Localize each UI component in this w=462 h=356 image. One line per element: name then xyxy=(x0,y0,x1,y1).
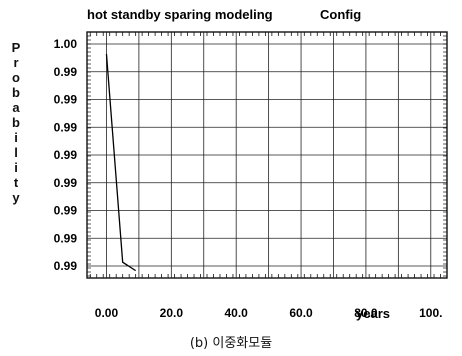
y-axis-label-letter: a xyxy=(12,100,20,115)
series-line-0 xyxy=(105,54,137,272)
chart-title: hot standby sparing modeling xyxy=(87,7,273,22)
chart-config-label: Config xyxy=(320,7,361,22)
y-axis-label-letter: l xyxy=(14,145,18,160)
y-tick-label: 0.99 xyxy=(54,259,78,273)
y-tick-labels: 1.00 0.99 0.99 0.99 0.99 0.99 0.99 0.99 0.99 xyxy=(54,37,78,273)
x-tick-label: 0.00 xyxy=(95,306,119,320)
y-tick-label: 0.99 xyxy=(54,65,78,79)
y-axis-label-letter: o xyxy=(12,70,20,85)
figure-caption: (b) 이중화모듈 xyxy=(189,336,273,351)
y-tick-label: 1.00 xyxy=(54,37,78,51)
grid-lines xyxy=(87,32,447,278)
y-tick-label: 0.99 xyxy=(54,231,78,245)
y-axis-label-letter: P xyxy=(11,40,21,55)
x-tick-label: 80.0 xyxy=(354,306,378,320)
y-axis-label-letter: b xyxy=(12,115,20,130)
y-tick-label: 0.99 xyxy=(54,148,78,162)
x-tick-label: 20.0 xyxy=(160,306,184,320)
x-tick-label: 40.0 xyxy=(225,306,249,320)
x-axis-label: years xyxy=(356,306,390,321)
y-axis-label-letter: i xyxy=(14,160,18,175)
y-tick-label: 0.99 xyxy=(54,120,78,134)
series-layer xyxy=(105,54,137,272)
x-tick-label: 60.0 xyxy=(289,306,313,320)
y-tick-label: 0.99 xyxy=(54,93,78,107)
y-axis-label-letter: i xyxy=(14,130,18,145)
x-tick-label: 100. xyxy=(419,306,442,320)
y-tick-label: 0.99 xyxy=(54,176,78,190)
y-axis-label-letter: b xyxy=(12,85,20,100)
y-axis-label-letter: r xyxy=(13,55,19,70)
y-axis-label-letter: y xyxy=(12,190,20,205)
x-tick-labels: 0.00 20.0 40.0 60.0 80.0 100. xyxy=(95,306,443,320)
plot-area-frame xyxy=(86,31,448,279)
y-tick-label: 0.99 xyxy=(54,204,78,218)
y-axis-label-letter: t xyxy=(13,175,19,190)
